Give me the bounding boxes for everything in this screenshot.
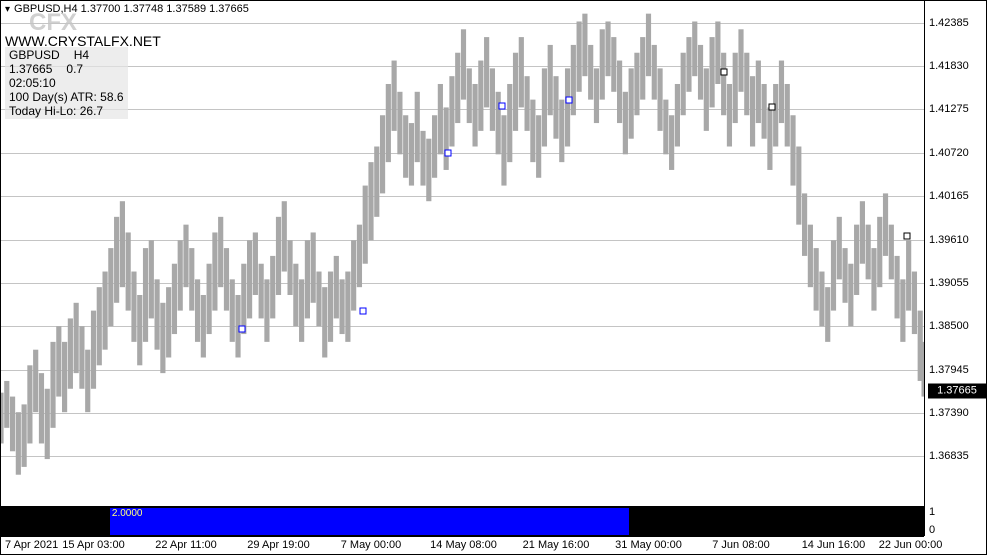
info-box: GBPUSD H4 1.37665 0.7 02:05:10 100 Day(s) … [5,47,128,119]
indicator-y-axis: 10 [924,506,986,536]
atr-value: 58.6 [100,90,123,104]
y-tick-label: 1.36835 [929,450,969,462]
y-tick-label: 1.41275 [929,103,969,115]
signal-marker [720,69,727,76]
atr-label: 100 Day(s) ATR: [9,90,97,104]
signal-marker [360,307,367,314]
signal-marker [499,102,506,109]
hilo-label: Today Hi-Lo: [9,104,76,118]
tf-label: H4 [74,48,89,62]
signal-marker [238,325,245,332]
x-tick-label: 7 Apr 2021 [5,539,58,551]
x-tick-label: 15 Apr 03:00 [62,539,124,551]
price-chart-area[interactable]: ▾ GBPUSD,H4 1.37700 1.37748 1.37589 1.37… [1,1,924,506]
x-tick-label: 22 Apr 11:00 [155,539,217,551]
indicator-strip: 2.0000 [1,506,924,536]
price-value: 1.37665 [9,62,52,76]
indicator-segment [1,508,110,535]
signal-marker [445,149,452,156]
spread-value: 0.7 [66,62,83,76]
indicator-segment: 2.0000 [110,508,629,535]
x-tick-label: 7 May 00:00 [341,539,402,551]
indicator-value-label: 2.0000 [112,508,143,519]
title-line: ▾ GBPUSD,H4 1.37700 1.37748 1.37589 1.37… [5,3,249,15]
y-tick-label: 1.40165 [929,190,969,202]
y-axis: 1.42385 1.41830 1.41275 1.40720 1.40165 1.396… [924,1,986,506]
x-tick-label: 22 Jun 00:00 [879,539,943,551]
signal-marker [903,233,910,240]
clock-value: 02:05:10 [9,76,124,90]
dropdown-arrow-icon[interactable]: ▾ [5,4,10,15]
signal-marker [768,104,775,111]
title-text: GBPUSD,H4 1.37700 1.37748 1.37589 1.3766… [14,3,249,15]
indicator-segment [629,508,924,535]
x-tick-label: 21 May 16:00 [523,539,590,551]
x-tick-label: 7 Jun 08:00 [712,539,770,551]
current-price-tag: 1.37665 [928,384,986,399]
indicator-y-label: 1 [929,506,935,518]
x-tick-label: 14 May 08:00 [430,539,497,551]
indicator-y-label: 0 [929,524,935,536]
hilo-value: 26.7 [80,104,103,118]
y-tick-label: 1.39055 [929,277,969,289]
y-tick-label: 1.41830 [929,60,969,72]
y-tick-label: 1.40720 [929,147,969,159]
signal-marker [566,96,573,103]
y-tick-label: 1.42385 [929,17,969,29]
candles-svg [1,1,924,478]
y-tick-label: 1.38500 [929,320,969,332]
y-tick-label: 1.39610 [929,234,969,246]
x-tick-label: 29 Apr 19:00 [247,539,309,551]
x-tick-label: 31 May 00:00 [615,539,682,551]
chart-container: ▾ GBPUSD,H4 1.37700 1.37748 1.37589 1.37… [0,0,987,555]
x-axis: 7 Apr 2021 15 Apr 03:00 22 Apr 11:00 29 Apr… [1,536,924,554]
y-tick-label: 1.37390 [929,407,969,419]
x-tick-label: 14 Jun 16:00 [802,539,866,551]
y-tick-label: 1.37945 [929,364,969,376]
pair-label: GBPUSD [9,48,60,62]
